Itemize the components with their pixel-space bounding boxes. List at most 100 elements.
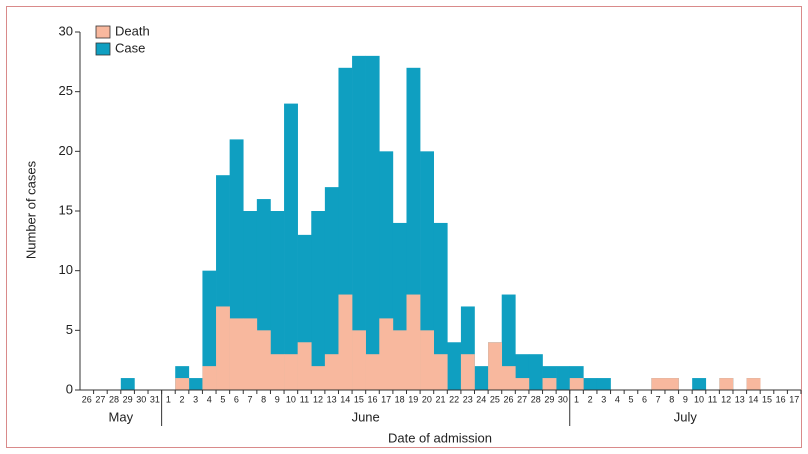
x-tick-label: 12 (721, 394, 731, 404)
x-tick-label: 7 (248, 394, 253, 404)
bar (556, 366, 571, 390)
bar (664, 378, 679, 390)
bar (501, 366, 516, 390)
bar (338, 294, 353, 390)
y-tick-label: 15 (59, 202, 73, 217)
y-tick-label: 10 (59, 262, 73, 277)
x-tick-label: 18 (395, 394, 405, 404)
bar (324, 354, 339, 390)
bar (447, 342, 462, 390)
bar (216, 306, 230, 390)
y-axis-label: Number of cases (23, 160, 38, 259)
x-tick-label: 11 (708, 394, 717, 404)
x-tick-label: 26 (504, 394, 514, 404)
x-tick-label: 25 (490, 394, 500, 404)
x-tick-label: 4 (207, 394, 212, 404)
x-tick-label: 24 (476, 394, 486, 404)
x-tick-label: 1 (166, 394, 171, 404)
bar (270, 354, 285, 390)
bar (596, 378, 611, 390)
x-tick-label: 14 (340, 394, 350, 404)
x-tick-label: 29 (123, 394, 133, 404)
x-tick-label: 15 (762, 394, 772, 404)
y-tick-label: 30 (59, 23, 73, 38)
bar (297, 342, 312, 390)
month-label: July (674, 409, 698, 424)
y-tick-label: 5 (66, 322, 73, 337)
x-tick-label: 5 (628, 394, 633, 404)
bar (175, 378, 190, 390)
x-tick-label: 8 (669, 394, 674, 404)
bar (270, 211, 285, 390)
x-tick-label: 16 (776, 394, 786, 404)
bar (284, 103, 298, 390)
x-tick-label: 22 (449, 394, 459, 404)
bar (324, 187, 339, 390)
bar (746, 378, 761, 390)
bar (392, 330, 407, 390)
x-tick-label: 15 (354, 394, 364, 404)
x-tick-label: 3 (193, 394, 198, 404)
x-tick-label: 16 (367, 394, 377, 404)
bar (284, 354, 298, 390)
x-tick-label: 29 (544, 394, 554, 404)
x-tick-label: 26 (82, 394, 92, 404)
y-tick-label: 20 (59, 143, 73, 158)
bar (256, 330, 271, 390)
x-tick-label: 14 (748, 394, 758, 404)
bar (542, 378, 557, 390)
bar (120, 378, 135, 390)
y-tick-label: 0 (66, 381, 73, 396)
bar (719, 378, 734, 390)
x-tick-label: 9 (683, 394, 688, 404)
legend-label: Death (115, 23, 150, 38)
bar (433, 222, 448, 390)
bar (420, 330, 434, 390)
x-tick-label: 3 (601, 394, 606, 404)
x-tick-label: 2 (180, 394, 185, 404)
x-tick-label: 4 (615, 394, 620, 404)
x-tick-label: 21 (435, 394, 445, 404)
bar (474, 366, 489, 390)
legend-label: Case (115, 40, 145, 55)
x-tick-label: 23 (463, 394, 473, 404)
x-tick-label: 9 (275, 394, 280, 404)
bar (515, 378, 530, 390)
bar (692, 378, 707, 390)
y-tick-label: 25 (59, 83, 73, 98)
x-tick-label: 11 (300, 394, 309, 404)
x-tick-label: 1 (574, 394, 579, 404)
bar (202, 270, 217, 390)
x-tick-label: 27 (517, 394, 527, 404)
bar (311, 366, 326, 390)
bar (188, 378, 203, 390)
bar (365, 55, 380, 390)
bar (352, 330, 366, 390)
bar (528, 354, 543, 390)
frame (6, 6, 802, 448)
x-tick-label: 13 (735, 394, 745, 404)
x-tick-label: 20 (422, 394, 432, 404)
x-tick-label: 2 (588, 394, 593, 404)
legend-swatch (95, 42, 111, 56)
legend-swatch (95, 25, 111, 39)
x-tick-label: 17 (381, 394, 391, 404)
x-tick-label: 30 (136, 394, 146, 404)
x-tick-label: 8 (261, 394, 266, 404)
bar (352, 55, 366, 390)
bar (433, 354, 448, 390)
x-tick-label: 31 (150, 394, 160, 404)
bar (379, 318, 394, 390)
x-tick-label: 27 (95, 394, 105, 404)
x-tick-label: 7 (656, 394, 661, 404)
x-tick-label: 17 (789, 394, 799, 404)
x-tick-label: 28 (531, 394, 541, 404)
month-label: June (352, 409, 380, 424)
x-tick-label: 6 (234, 394, 239, 404)
bar (583, 378, 598, 390)
x-tick-label: 10 (694, 394, 704, 404)
x-tick-label: 12 (313, 394, 323, 404)
bar (406, 294, 421, 390)
bar (311, 211, 326, 390)
